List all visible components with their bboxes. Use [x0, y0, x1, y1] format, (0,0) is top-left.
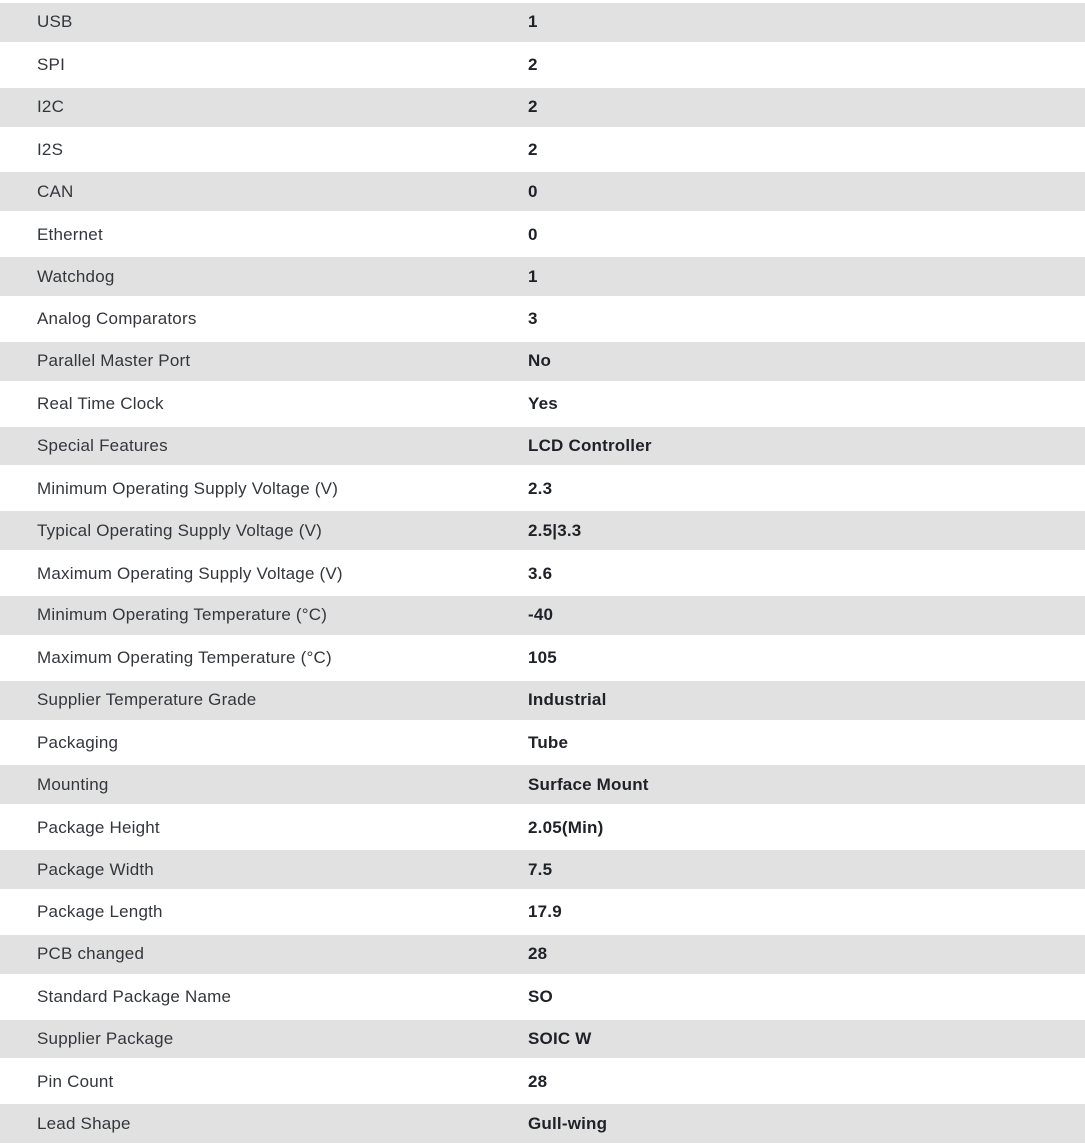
spec-attribute-value: Industrial	[528, 690, 607, 710]
table-row: CAN 0	[0, 169, 1085, 216]
spec-attribute-value: LCD Controller	[528, 436, 652, 456]
spec-attribute-label: Special Features	[37, 436, 168, 456]
table-row: Special Features LCD Controller	[0, 423, 1085, 470]
table-row: Package Width 7.5	[0, 847, 1085, 894]
spec-attribute-value: 3.6	[528, 563, 553, 583]
spec-attribute-label: Standard Package Name	[37, 987, 232, 1007]
spec-attribute-value: No	[528, 351, 552, 371]
spec-attribute-label: Package Width	[37, 859, 154, 879]
table-row: Lead Shape Gull-wing	[0, 1101, 1085, 1147]
spec-attribute-label: Minimum Operating Temperature (°C)	[37, 605, 328, 625]
spec-attribute-label: PCB changed	[37, 944, 145, 964]
table-row: SPI 2	[0, 45, 1085, 85]
spec-attribute-label: SPI	[37, 55, 66, 75]
table-row: Supplier Temperature Grade Industrial	[0, 677, 1085, 724]
spec-attribute-value: 17.9	[528, 902, 562, 922]
table-row: PCB changed 28	[0, 931, 1085, 978]
table-row: Watchdog 1	[0, 254, 1085, 301]
spec-attribute-label: Supplier Temperature Grade	[37, 690, 257, 710]
table-row: USB 1	[0, 0, 1085, 46]
spec-attribute-value: 1	[528, 266, 538, 286]
spec-attribute-value: 105	[528, 648, 557, 668]
spec-attribute-label: Parallel Master Port	[37, 351, 191, 371]
table-row: Minimum Operating Temperature (°C) -40	[0, 593, 1085, 639]
spec-attribute-value: 2.05(Min)	[528, 817, 604, 837]
spec-attribute-label: Analog Comparators	[37, 309, 197, 329]
table-row: I2S 2	[0, 130, 1085, 170]
spec-attribute-value: 2.5|3.3	[528, 520, 582, 540]
spec-attribute-label: Real Time Clock	[37, 394, 164, 414]
spec-attribute-value: Surface Mount	[528, 774, 649, 794]
spec-attribute-label: I2S	[37, 140, 64, 159]
spec-attribute-value: SO	[528, 987, 553, 1007]
spec-attribute-label: Packaging	[37, 733, 119, 753]
spec-attribute-value: Gull-wing	[528, 1113, 608, 1133]
spec-attribute-value: 0	[528, 224, 538, 244]
table-row: Real Time Clock Yes	[0, 384, 1085, 424]
spec-attribute-value: 28	[528, 944, 548, 964]
spec-attribute-value: 3	[528, 309, 538, 329]
table-row: Maximum Operating Supply Voltage (V) 3.6	[0, 554, 1085, 594]
spec-attribute-value: SOIC W	[528, 1029, 592, 1049]
table-row: Analog Comparators 3	[0, 300, 1085, 339]
table-row: I2C 2	[0, 84, 1085, 131]
spec-attribute-label: I2C	[37, 97, 65, 117]
spec-attribute-label: Lead Shape	[37, 1113, 131, 1133]
spec-attribute-label: Watchdog	[37, 266, 115, 286]
spec-attribute-label: USB	[37, 12, 73, 32]
spec-attribute-value: 2	[528, 97, 538, 117]
spec-attribute-label: Minimum Operating Supply Voltage (V)	[37, 478, 339, 498]
table-row: Typical Operating Supply Voltage (V) 2.5…	[0, 508, 1085, 555]
spec-attribute-label: CAN	[37, 181, 74, 201]
spec-attribute-value: 0	[528, 181, 538, 201]
spec-attribute-label: Supplier Package	[37, 1029, 174, 1049]
table-row: Minimum Operating Supply Voltage (V) 2.3	[0, 469, 1085, 509]
spec-attribute-label: Maximum Operating Supply Voltage (V)	[37, 563, 343, 583]
spec-attribute-label: Typical Operating Supply Voltage (V)	[37, 520, 323, 540]
spec-attribute-value: Yes	[528, 394, 558, 414]
spec-attribute-value: Tube	[528, 733, 569, 753]
spec-attribute-value: 28	[528, 1071, 548, 1091]
table-row: Ethernet 0	[0, 215, 1085, 255]
table-row: Maximum Operating Temperature (°C) 105	[0, 638, 1085, 678]
table-row: Packaging Tube	[0, 723, 1085, 763]
table-row: Supplier Package SOIC W	[0, 1016, 1085, 1063]
spec-attribute-label: Maximum Operating Temperature (°C)	[37, 648, 332, 668]
table-row: Pin Count 28	[0, 1062, 1085, 1102]
table-row: Standard Package Name SO	[0, 977, 1085, 1017]
spec-attribute-value: 2.3	[528, 478, 553, 498]
spec-attribute-value: 7.5	[528, 859, 553, 879]
table-row: Package Height 2.05(Min)	[0, 808, 1085, 848]
table-row: Mounting Surface Mount	[0, 762, 1085, 809]
table-row: Parallel Master Port No	[0, 338, 1085, 385]
spec-attribute-label: Pin Count	[37, 1071, 114, 1091]
spec-attribute-value: -40	[528, 605, 554, 625]
table-row: Package Length 17.9	[0, 893, 1085, 932]
spec-attribute-value: 2	[528, 55, 538, 75]
spec-attribute-label: Package Height	[37, 817, 160, 837]
spec-attribute-value: 1	[528, 12, 538, 32]
spec-attribute-label: Mounting	[37, 774, 109, 794]
spec-attribute-value: 2	[528, 140, 538, 159]
spec-attribute-label: Ethernet	[37, 224, 103, 244]
spec-attribute-label: Package Length	[37, 902, 163, 922]
